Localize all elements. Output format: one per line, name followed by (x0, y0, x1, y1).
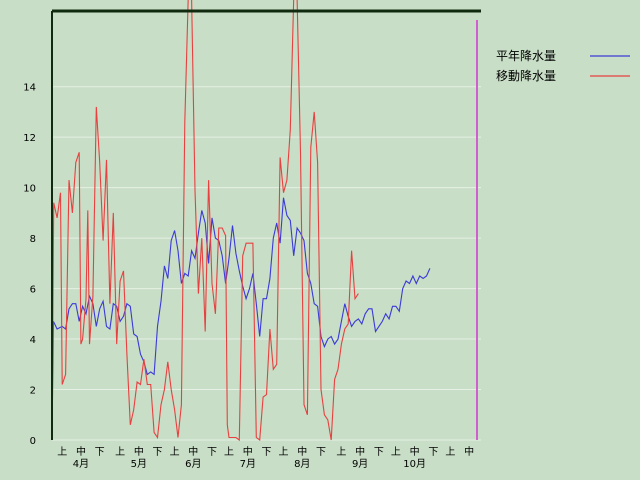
month-label: 10月 (403, 458, 426, 470)
y-tick-label: 14 (23, 83, 36, 94)
month-label: 6月 (185, 458, 201, 470)
y-tick-label: 10 (23, 184, 36, 195)
x-tick-label: 上 (279, 446, 289, 458)
x-tick-label: 中 (134, 445, 144, 458)
x-tick-label: 下 (153, 447, 163, 458)
x-tick-label: 中 (297, 445, 307, 458)
x-tick-label: 中 (410, 445, 420, 458)
x-tick-label: 中 (355, 445, 365, 458)
y-tick-label: 2 (30, 386, 36, 397)
x-tick-label: 中 (76, 445, 86, 458)
x-tick-label: 中 (188, 445, 198, 458)
series-line-normal (51, 197, 431, 441)
x-tick-label: 中 (243, 445, 253, 458)
month-label: 5月 (131, 458, 147, 470)
gridlines (52, 86, 481, 441)
x-tick-label: 下 (316, 447, 326, 458)
y-tick-label: 12 (23, 133, 36, 144)
month-label: 8月 (294, 458, 310, 470)
series-layer (51, 0, 431, 442)
x-tick-label: 上 (336, 446, 346, 458)
x-tick-label: 上 (391, 446, 401, 458)
y-tick-label: 8 (30, 234, 36, 245)
y-axis: 0 2 4 6 8 10 12 14 (23, 83, 36, 447)
x-tick-label: 中 (464, 445, 474, 458)
y-tick-label: 6 (30, 285, 36, 296)
x-tick-label: 上 (57, 446, 67, 458)
x-tick-label: 下 (207, 447, 217, 458)
month-label: 4月 (73, 458, 89, 470)
x-tick-label: 上 (224, 446, 234, 458)
month-label: 7月 (240, 458, 256, 470)
x-tick-label: 上 (115, 446, 125, 458)
legend-label-moving: 移動降水量 (496, 69, 556, 83)
series-line-moving (51, 0, 359, 442)
legend-label-normal: 平年降水量 (496, 49, 556, 63)
x-axis: 上中下上中下上中下上中下上中下上中下上中下上中4月 5月 6月 7月 8月 9月 10月 (57, 445, 474, 470)
x-tick-label: 下 (428, 447, 438, 458)
chart-frame (51, 9, 481, 440)
y-tick-label: 0 (30, 436, 36, 447)
x-tick-label: 下 (374, 447, 384, 458)
y-tick-label: 4 (30, 335, 36, 346)
legend: 平年降水量 移動降水量 (496, 49, 630, 83)
x-tick-label: 下 (95, 447, 105, 458)
x-tick-label: 上 (170, 446, 180, 458)
month-label: 9月 (352, 458, 368, 470)
x-tick-label: 上 (445, 446, 455, 458)
x-tick-label: 下 (262, 447, 272, 458)
